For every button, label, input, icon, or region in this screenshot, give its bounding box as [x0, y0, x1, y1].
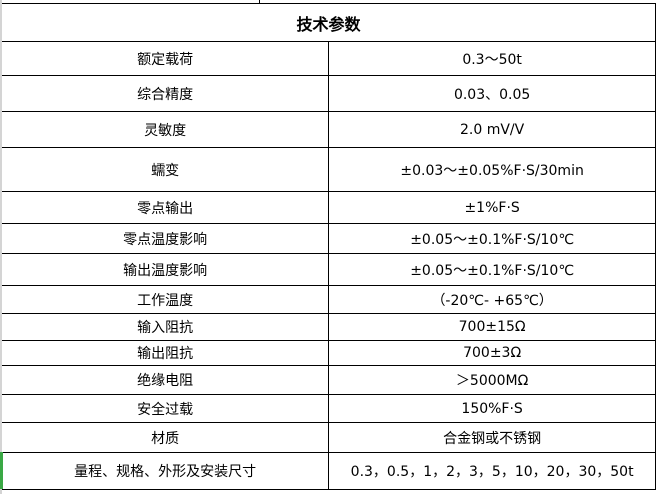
- param-label: 综合精度: [2, 75, 330, 112]
- table-row: 量程、规格、外形及安装尺寸 0.3，0.5，1，2，3，5，10，20，30，50…: [2, 452, 656, 490]
- param-label: 工作温度: [2, 285, 330, 314]
- column-divider-top: [259, 0, 260, 3]
- param-label: 零点输出: [2, 191, 330, 224]
- table-title: 技术参数: [2, 3, 656, 42]
- table-row: 零点温度影响 ±0.05～±0.1%F·S/10℃: [2, 223, 656, 254]
- param-value: ＞5000MΩ: [328, 365, 656, 395]
- table-row: 输出阻抗 700±3Ω: [2, 340, 656, 366]
- param-value: ±0.03～±0.05%F·S/30min: [328, 147, 656, 192]
- param-value: （-20℃- +65℃）: [328, 285, 656, 314]
- param-label: 量程、规格、外形及安装尺寸: [2, 452, 330, 490]
- table-row: 安全过载 150%F·S: [2, 394, 656, 423]
- param-value: 0.03、0.05: [328, 75, 656, 112]
- param-value: ±1%F·S: [328, 191, 656, 224]
- param-value: 150%F·S: [328, 394, 656, 423]
- table-row: 蠕变 ±0.03～±0.05%F·S/30min: [2, 147, 656, 192]
- table-row: 绝缘电阻 ＞5000MΩ: [2, 365, 656, 395]
- param-label: 零点温度影响: [2, 223, 330, 254]
- param-label: 灵敏度: [2, 111, 330, 148]
- param-label: 蠕变: [2, 147, 330, 192]
- param-value: 700±3Ω: [328, 340, 656, 366]
- param-label: 输出阻抗: [2, 340, 330, 366]
- param-value: 合金钢或不锈钢: [328, 422, 656, 453]
- table-row: 输出温度影响 ±0.05～±0.1%F·S/10℃: [2, 253, 656, 286]
- param-value: ±0.05～±0.1%F·S/10℃: [328, 253, 656, 286]
- param-label: 绝缘电阻: [2, 365, 330, 395]
- table-row: 灵敏度 2.0 mV/V: [2, 111, 656, 148]
- param-label: 输入阻抗: [2, 313, 330, 341]
- param-value: 700±15Ω: [328, 313, 656, 341]
- table-row: 额定载荷 0.3～50t: [2, 41, 656, 76]
- grid-left-edge: [0, 0, 2, 494]
- param-value: 0.3～50t: [328, 41, 656, 76]
- selected-row-marker: [0, 452, 3, 489]
- param-value: 0.3，0.5，1，2，3，5，10，20，30，50t: [328, 452, 656, 490]
- param-label: 额定载荷: [2, 41, 330, 76]
- table-row: 输入阻抗 700±15Ω: [2, 313, 656, 341]
- param-value: ±0.05～±0.1%F·S/10℃: [328, 223, 656, 254]
- title-row: 技术参数: [2, 3, 656, 42]
- table-row: 零点输出 ±1%F·S: [2, 191, 656, 224]
- table-row: 材质 合金钢或不锈钢: [2, 422, 656, 453]
- param-value: 2.0 mV/V: [328, 111, 656, 148]
- param-label: 材质: [2, 422, 330, 453]
- param-label: 输出温度影响: [2, 253, 330, 286]
- table-row: 综合精度 0.03、0.05: [2, 75, 656, 112]
- spec-table: 技术参数 额定载荷 0.3～50t 综合精度 0.03、0.05 灵敏度 2.0 mV…: [2, 3, 656, 490]
- param-label: 安全过载: [2, 394, 330, 423]
- table-row: 工作温度 （-20℃- +65℃）: [2, 285, 656, 314]
